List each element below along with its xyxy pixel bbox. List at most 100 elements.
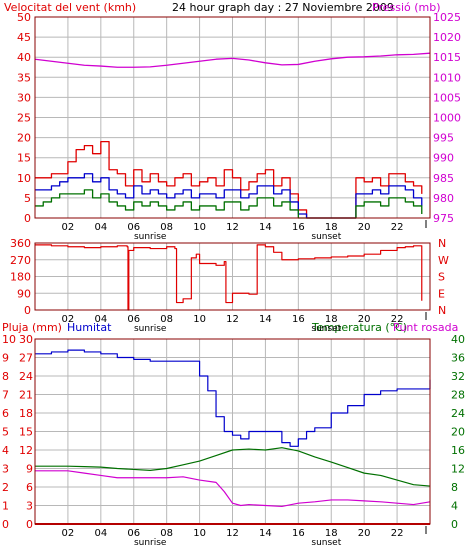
y-right-tick-pressure: 1025 (433, 11, 461, 24)
series-gust-line (35, 140, 423, 219)
x-tick-label-wind: 16 (292, 222, 305, 233)
x-annotation-sunset-climate: sunset (311, 538, 341, 548)
x-tick-label-climate: 04 (94, 528, 107, 539)
x-tick-label-direction: 20 (358, 314, 371, 325)
x-tick-label-direction: 18 (325, 314, 338, 325)
x-tick-label-wind: 18 (325, 222, 338, 233)
series-wind-direction-line (35, 244, 423, 311)
y-left-tick-rain: 3 (2, 463, 9, 476)
y-left-tick-rain: 7 (2, 389, 9, 402)
y-right-tick-temperature: 0 (451, 518, 458, 531)
y-left-tick-direction: 360 (10, 237, 31, 250)
y-left-tick-rain: 9 (2, 352, 9, 365)
x-tick-label-direction: 16 (292, 314, 305, 325)
y-right-tick-compass: E (438, 287, 445, 300)
y-right-tick-temperature: 28 (451, 389, 465, 402)
y-left-tick-direction: 0 (24, 304, 31, 317)
y-left-tick-rain: 10 (2, 333, 16, 346)
y-left-tick-wind: 20 (17, 132, 31, 145)
x-annotation-sunrise-wind: sunrise (134, 232, 167, 242)
y-right-tick-temperature: 32 (451, 370, 465, 383)
y-left-tick-wind: 30 (17, 91, 31, 104)
wind-speed-axis-label: Velocitat del vent (kmh) (4, 1, 136, 14)
y-left-tick-rain: 1 (2, 500, 9, 513)
x-tick-label-direction: 12 (226, 314, 239, 325)
y-left-tick-scale: 27 (19, 352, 33, 365)
x-tick-label-climate: 08 (160, 528, 173, 539)
series-wind-green-line (35, 189, 423, 219)
x-tick-label-direction: 14 (259, 314, 272, 325)
x-tick-label-wind: 22 (391, 222, 404, 233)
frame-climate (34, 338, 431, 525)
rain-axis-label: Pluja (mm) (2, 321, 62, 334)
x-annotation-sunset-wind: sunset (311, 232, 341, 242)
frame-wind (34, 16, 431, 219)
y-left-tick-rain: 0 (2, 518, 9, 531)
x-tick-label-climate: 02 (62, 528, 75, 539)
x-annotation-sunset-direction: sunset (311, 324, 341, 334)
x-tick-label-wind: 04 (94, 222, 107, 233)
y-left-tick-scale: 6 (26, 481, 33, 494)
y-left-tick-wind: 35 (17, 71, 31, 84)
y-right-tick-temperature: 16 (451, 444, 465, 457)
pressure-axis-label: Pressió (mb) (372, 1, 441, 14)
tick-labels-layer: 0510152025303540455097598098599099510001… (2, 11, 465, 548)
y-right-tick-pressure: 1000 (433, 112, 461, 125)
y-left-tick-wind: 5 (24, 192, 31, 205)
grid-layer (35, 17, 430, 524)
frame-direction (34, 242, 431, 311)
x-tick-label-direction: 08 (160, 314, 173, 325)
y-right-tick-temperature: 4 (451, 500, 458, 513)
x-tick-label-climate: 12 (226, 528, 239, 539)
y-left-tick-wind: 15 (17, 152, 31, 165)
y-right-tick-pressure: 1010 (433, 71, 461, 84)
y-right-tick-pressure: 1015 (433, 51, 461, 64)
y-left-tick-scale: 12 (19, 444, 33, 457)
y-left-tick-rain: 6 (2, 407, 9, 420)
x-tick-label-climate: 06 (127, 528, 140, 539)
y-right-tick-temperature: 40 (451, 333, 465, 346)
x-tick-label-direction: 06 (127, 314, 140, 325)
y-right-tick-temperature: 24 (451, 407, 465, 420)
y-left-tick-scale: 15 (19, 426, 33, 439)
x-tick-label-wind: 06 (127, 222, 140, 233)
x-tick-label-climate: 22 (391, 528, 404, 539)
x-tick-label-wind: 10 (193, 222, 206, 233)
y-left-tick-wind: 40 (17, 51, 31, 64)
y-right-tick-temperature: 8 (451, 481, 458, 494)
y-right-tick-pressure: 980 (433, 192, 454, 205)
series-dew-point-line (35, 470, 431, 508)
y-right-tick-pressure: 990 (433, 152, 454, 165)
y-left-tick-scale: 18 (19, 407, 33, 420)
y-right-tick-compass: N (438, 237, 446, 250)
y-left-tick-rain: 5 (2, 426, 9, 439)
y-left-tick-wind: 45 (17, 31, 31, 44)
y-left-tick-scale: 21 (19, 389, 33, 402)
y-right-tick-temperature: 36 (451, 352, 465, 365)
y-right-tick-temperature: 20 (451, 426, 465, 439)
x-annotation-sunrise-direction: sunrise (134, 324, 167, 334)
x-tick-label-wind: 08 (160, 222, 173, 233)
humidity-axis-label: Humitat (67, 321, 112, 334)
x-tick-label-climate: 16 (292, 528, 305, 539)
x-tick-label-wind: 02 (62, 222, 75, 233)
y-left-tick-wind: 25 (17, 112, 31, 125)
y-left-tick-direction: 270 (10, 254, 31, 267)
y-left-tick-rain: 2 (2, 481, 9, 494)
series-pressure-line (34, 52, 431, 68)
y-right-tick-pressure: 995 (433, 132, 454, 145)
y-right-tick-compass: W (438, 254, 449, 267)
temperature-axis-label: Temperatura (°C) (311, 321, 407, 334)
y-right-tick-pressure: 985 (433, 172, 454, 185)
series-wind-speed-line (35, 173, 423, 219)
y-left-tick-scale: 0 (26, 518, 33, 531)
y-right-tick-compass: N (438, 304, 446, 317)
y-right-tick-pressure: 1005 (433, 91, 461, 104)
chart-title: 24 hour graph day : 27 Noviembre 2009 (172, 1, 394, 14)
series-humidity-line (35, 349, 431, 447)
y-left-tick-scale: 3 (26, 500, 33, 513)
dew-point-axis-label: Punt rosada (393, 321, 458, 334)
x-tick-label-climate: 14 (259, 528, 272, 539)
y-left-tick-wind: 10 (17, 172, 31, 185)
y-right-tick-pressure: 1020 (433, 31, 461, 44)
